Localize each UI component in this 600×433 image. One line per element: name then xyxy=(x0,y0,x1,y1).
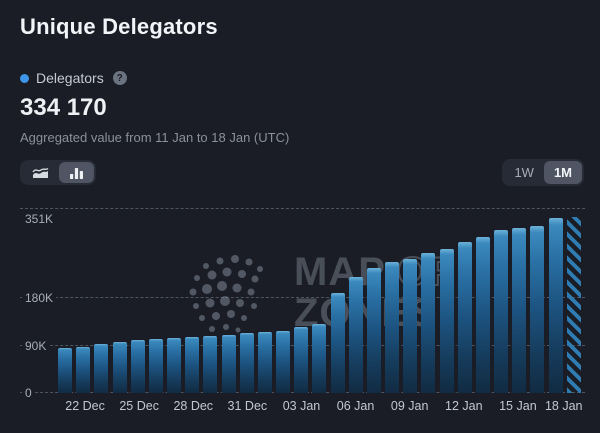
bar-13-jan[interactable] xyxy=(475,237,490,393)
gridline-351K xyxy=(20,208,585,209)
y-axis-label-90K: 90K xyxy=(22,337,50,354)
bar-01-jan[interactable] xyxy=(257,332,272,393)
bar-09-jan[interactable] xyxy=(403,258,418,393)
y-axis-label-180K: 180K xyxy=(22,290,57,307)
bar-10-jan[interactable] xyxy=(421,253,436,393)
bar-29-dec[interactable] xyxy=(203,336,218,393)
range-1w-button[interactable]: 1W xyxy=(504,161,544,184)
bar-31-dec[interactable] xyxy=(239,333,254,393)
range-1m-button[interactable]: 1M xyxy=(543,161,582,184)
bar-07-jan[interactable] xyxy=(366,268,381,393)
y-axis-label-351K: 351K xyxy=(22,211,57,227)
bar-30-dec[interactable] xyxy=(221,334,236,393)
bar-08-jan[interactable] xyxy=(385,261,400,393)
legend-label: Delegators xyxy=(36,70,104,86)
bar-24-dec[interactable] xyxy=(112,341,127,393)
bar-05-jan[interactable] xyxy=(330,293,345,393)
question-mark-icon[interactable]: ? xyxy=(112,71,127,85)
x-axis-label-09-jan: 09 Jan xyxy=(390,399,429,413)
bar-11-jan[interactable] xyxy=(439,248,454,393)
bar-chart-icon xyxy=(69,166,84,179)
legend-dot-icon xyxy=(20,73,29,83)
bar-21-dec[interactable] xyxy=(58,348,72,393)
bar-chart-type-button[interactable] xyxy=(59,162,94,183)
x-axis-label-03-jan: 03 Jan xyxy=(282,399,321,413)
bar-17-jan[interactable] xyxy=(548,217,563,393)
chart-toolbar: 1W 1M xyxy=(20,159,584,186)
bar-16-jan[interactable] xyxy=(530,226,545,393)
bar-14-jan[interactable] xyxy=(494,230,509,393)
bar-04-jan[interactable] xyxy=(312,323,327,393)
gridline-180K xyxy=(20,297,585,299)
chart-card-header: Unique Delegators Delegators ? 334 170 A… xyxy=(0,0,600,145)
bar-15-jan[interactable] xyxy=(512,228,527,393)
aggregation-subtitle: Aggregated value from 11 Jan to 18 Jan (… xyxy=(20,130,290,145)
x-axis-label-25-dec: 25 Dec xyxy=(119,399,159,413)
x-axis-label-06-jan: 06 Jan xyxy=(336,399,375,413)
bar-23-dec[interactable] xyxy=(94,343,109,393)
x-axis-label-22-dec: 22 Dec xyxy=(65,399,105,413)
area-chart-icon xyxy=(32,166,49,179)
bar-25-dec[interactable] xyxy=(130,340,145,393)
x-axis-label-15-jan: 15 Jan xyxy=(499,399,537,413)
bar-27-dec[interactable] xyxy=(167,338,182,393)
x-axis-labels: 22 Dec 25 Dec 28 Dec 31 Dec 03 Jan 06 Jan 09 J… xyxy=(58,399,583,415)
x-axis-label-18-jan: 18 Jan xyxy=(544,399,583,413)
page-title: Unique Delegators xyxy=(20,14,218,39)
bar-26-dec[interactable] xyxy=(148,339,163,393)
x-axis-label-28-dec: 28 Dec xyxy=(173,399,214,413)
bar-03-jan[interactable] xyxy=(294,327,309,393)
bar-18-jan[interactable] xyxy=(566,216,581,393)
legend: Delegators ? xyxy=(20,70,584,86)
bar-12-jan[interactable] xyxy=(457,241,472,393)
bar-22-dec[interactable] xyxy=(76,346,91,393)
area-chart-type-button[interactable] xyxy=(22,162,59,183)
y-axis-label-0: 0 xyxy=(22,385,35,401)
x-axis-label-12-jan: 12 Jan xyxy=(445,399,483,413)
bar-28-dec[interactable] xyxy=(185,337,200,393)
aggregated-value: 334 170 xyxy=(20,94,107,121)
bars xyxy=(58,208,581,393)
bar-06-jan[interactable] xyxy=(348,276,363,393)
x-axis-label-31-dec: 31 Dec xyxy=(227,399,268,413)
bar-02-jan[interactable] xyxy=(276,330,291,393)
range-toggle: 1W 1M xyxy=(502,159,584,186)
chart-type-toggle xyxy=(20,160,96,185)
